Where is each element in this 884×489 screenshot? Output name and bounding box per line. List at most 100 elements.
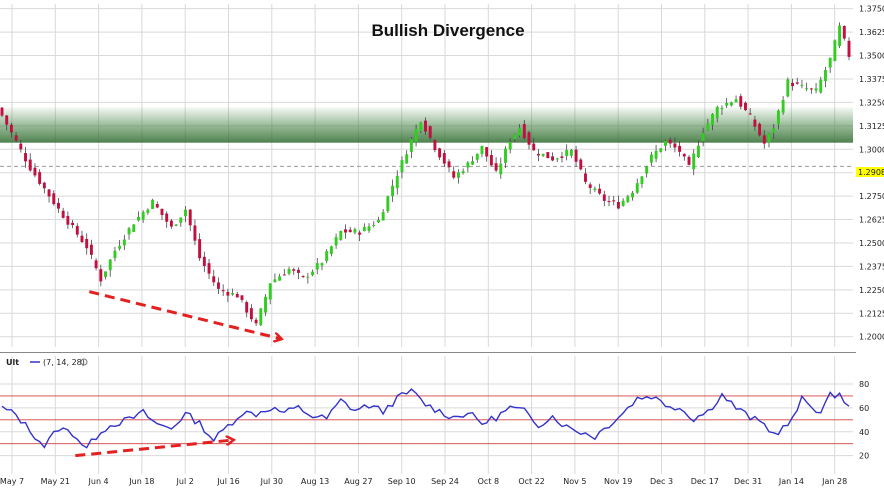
indicator-panel: 80 60 40 20 Ult (7, 14, 28)	[0, 356, 869, 474]
candle-body	[61, 210, 65, 218]
candle	[649, 151, 653, 166]
candle	[24, 146, 27, 168]
candle	[367, 223, 371, 233]
candle-body	[640, 176, 644, 184]
candle-body	[184, 209, 187, 217]
candle-body	[786, 79, 790, 97]
candle	[99, 264, 103, 287]
candle-body	[334, 237, 338, 246]
candle	[80, 230, 84, 243]
indicator-y-tick: 20	[859, 452, 869, 461]
indicator-grid	[0, 356, 853, 474]
candle	[184, 206, 187, 223]
candle-body	[744, 102, 747, 111]
candle-body	[386, 196, 390, 212]
candle	[409, 137, 413, 159]
candle	[786, 77, 790, 98]
candle	[696, 140, 700, 159]
candle	[692, 149, 696, 176]
candle	[358, 230, 362, 242]
candle	[207, 259, 211, 280]
x-tick-label: May 7	[0, 477, 24, 486]
price-y-tick: 1.33750	[859, 75, 884, 84]
candle	[249, 304, 253, 322]
x-tick-label: Dec 31	[734, 477, 762, 486]
candle	[61, 207, 65, 219]
candle	[296, 267, 300, 280]
candle	[132, 223, 136, 233]
candle	[33, 163, 37, 178]
candle	[89, 239, 93, 260]
candle	[9, 122, 13, 138]
candle	[19, 140, 23, 153]
candle	[758, 122, 762, 137]
candle	[301, 275, 305, 278]
candle-body	[621, 200, 625, 206]
candle	[212, 269, 216, 286]
candle	[701, 127, 705, 147]
candle	[325, 249, 329, 264]
candle	[513, 133, 517, 143]
candle-body	[89, 244, 93, 255]
candle	[0, 106, 4, 118]
candle-body	[565, 150, 569, 156]
candle	[254, 317, 258, 327]
candle	[551, 152, 555, 162]
candle-body	[706, 123, 710, 131]
candle	[287, 266, 291, 276]
settings-icon[interactable]	[80, 358, 88, 366]
panel-divider	[0, 352, 856, 353]
candle	[202, 251, 206, 272]
price-y-tick: 1.31250	[859, 122, 884, 131]
candle-body	[682, 153, 686, 157]
candle-body	[720, 108, 724, 110]
candle-body	[287, 268, 291, 274]
candle-body	[414, 128, 418, 142]
candle-body	[729, 102, 733, 106]
candle	[508, 138, 512, 154]
candle-body	[254, 319, 258, 324]
candle-body	[776, 110, 780, 125]
candle	[395, 170, 399, 195]
candle	[424, 117, 427, 136]
candle	[753, 115, 757, 131]
candle-body	[772, 128, 776, 133]
candle	[809, 87, 813, 94]
candle	[362, 223, 366, 232]
candle-body	[264, 296, 267, 313]
candle-body	[635, 183, 639, 193]
candle	[372, 221, 376, 228]
candle-body	[659, 148, 663, 152]
candle-body	[673, 143, 677, 148]
candle-body	[249, 308, 253, 320]
candle-body	[664, 140, 667, 146]
candle	[612, 195, 616, 206]
candle-body	[405, 154, 409, 164]
candle-body	[452, 171, 456, 178]
candle	[118, 240, 122, 251]
candle-body	[616, 201, 620, 209]
candle	[466, 161, 470, 173]
candle	[499, 157, 503, 179]
candle	[104, 271, 107, 280]
candle-body	[579, 159, 583, 170]
candle-body	[231, 293, 235, 295]
candle-body	[5, 115, 9, 125]
indicator-y-axis: 80 60 40 20	[859, 380, 869, 461]
x-tick-label: Jun 4	[88, 477, 109, 486]
candle-body	[66, 215, 70, 225]
indicator-divergence-arrow	[75, 440, 231, 458]
candle	[518, 124, 522, 138]
candle-body	[282, 274, 286, 276]
candle	[221, 284, 225, 296]
price-y-tick: 1.23750	[859, 262, 884, 271]
candle-body	[522, 124, 526, 139]
candle-body	[155, 204, 159, 208]
candle	[706, 118, 710, 131]
candle	[268, 283, 272, 305]
candle-body	[508, 142, 512, 150]
candle-body	[734, 99, 738, 103]
candle	[165, 211, 169, 228]
candle	[781, 96, 785, 115]
